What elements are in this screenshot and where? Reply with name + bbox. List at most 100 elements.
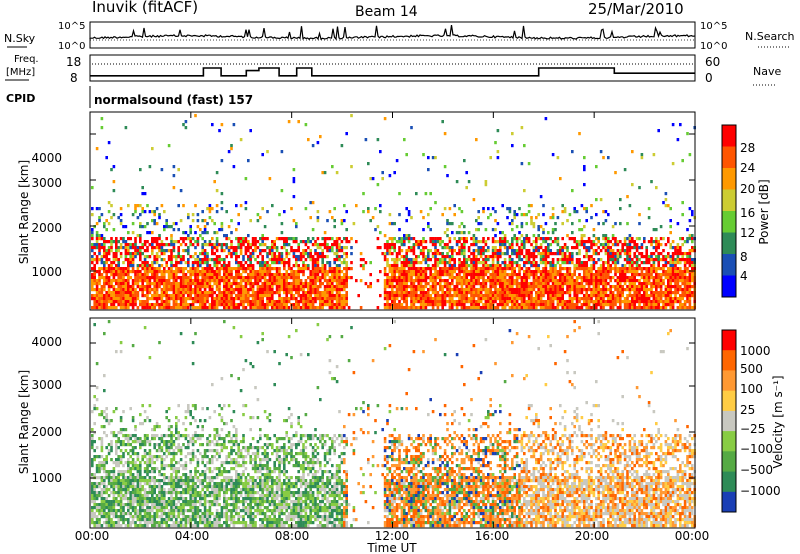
heatmap-cell <box>602 237 605 241</box>
heatmap-cell <box>568 294 572 298</box>
heatmap-cell <box>611 249 615 253</box>
heatmap-cell <box>643 237 646 241</box>
heatmap-cell <box>578 228 581 232</box>
heatmap-cell <box>100 306 104 310</box>
heatmap-cell <box>259 297 262 301</box>
heatmap-cell <box>343 294 346 298</box>
heatmap-cell <box>175 270 178 274</box>
heatmap-cell <box>136 294 140 298</box>
heatmap-cell <box>93 258 96 262</box>
heatmap-cell <box>643 276 646 280</box>
heatmap-cell <box>568 282 572 286</box>
heatmap-cell <box>616 291 620 295</box>
heatmap-cell <box>208 243 212 247</box>
heatmap-cell <box>292 285 296 289</box>
heatmap-cell <box>91 515 94 519</box>
heatmap-cell <box>595 282 598 286</box>
heatmap-cell <box>407 306 411 310</box>
heatmap-cell <box>602 288 605 292</box>
heatmap-cell <box>518 264 521 268</box>
heatmap-cell <box>667 297 670 301</box>
heatmap-cell <box>280 273 284 277</box>
heatmap-cell <box>220 201 224 205</box>
heatmap-cell <box>583 156 586 160</box>
heatmap-cell <box>434 291 437 295</box>
heatmap-cell <box>431 252 435 256</box>
heatmap-cell <box>662 303 665 307</box>
heatmap-cell <box>295 297 298 301</box>
heatmap-cell <box>491 291 495 295</box>
heatmap-cell <box>503 258 507 262</box>
heatmap-cell <box>170 255 173 259</box>
heatmap-cell <box>220 294 224 298</box>
heatmap-cell <box>163 276 166 280</box>
heatmap-cell <box>532 303 536 307</box>
heatmap-cell <box>477 246 480 250</box>
heatmap-cell <box>664 255 668 259</box>
heatmap-cell <box>297 285 300 289</box>
heatmap-cell <box>179 261 183 265</box>
heatmap-cell <box>472 234 476 238</box>
heatmap-cell <box>285 273 288 277</box>
heatmap-cell <box>662 306 665 310</box>
heatmap-cell <box>201 243 204 247</box>
heatmap-cell <box>160 249 164 253</box>
heatmap-cell <box>448 300 452 304</box>
heatmap-cell <box>580 282 584 286</box>
heatmap-cell <box>491 240 495 244</box>
heatmap-cell <box>175 267 178 271</box>
heatmap-cell <box>199 261 202 265</box>
heatmap-cell <box>554 306 557 310</box>
heatmap-cell <box>95 288 99 292</box>
heatmap-cell <box>460 306 464 310</box>
heatmap-cell <box>472 273 476 277</box>
heatmap-cell <box>431 267 435 271</box>
heatmap-cell <box>299 294 303 298</box>
heatmap-cell <box>676 246 680 250</box>
heatmap-cell <box>338 246 341 250</box>
heatmap-cell <box>98 249 101 253</box>
heatmap-cell <box>124 288 128 292</box>
heatmap-cell <box>506 282 509 286</box>
heatmap-cell <box>136 246 140 250</box>
heatmap-cell <box>597 273 600 277</box>
heatmap-cell <box>484 273 488 277</box>
heatmap-cell <box>436 291 440 295</box>
heatmap-cell <box>225 288 228 292</box>
heatmap-cell <box>335 267 339 271</box>
heatmap-cell <box>602 303 605 307</box>
heatmap-cell <box>535 264 538 268</box>
heatmap-cell <box>556 261 560 265</box>
heatmap-cell <box>112 300 116 304</box>
heatmap-cell <box>503 294 507 298</box>
heatmap-cell <box>638 186 641 190</box>
heatmap-cell <box>235 285 238 289</box>
heatmap-cell <box>398 273 401 277</box>
heatmap-cell <box>287 252 291 256</box>
heatmap-cell <box>494 255 497 259</box>
heatmap-cell <box>184 306 188 310</box>
heatmap-cell <box>566 306 569 310</box>
heatmap-cell <box>314 306 317 310</box>
heatmap-cell <box>314 264 317 268</box>
heatmap-cell <box>580 306 584 310</box>
heatmap-cell <box>590 267 593 271</box>
heatmap-cell <box>427 264 430 268</box>
heatmap-cell <box>575 300 579 304</box>
heatmap-cell <box>463 240 466 244</box>
heatmap-cell <box>196 297 200 301</box>
heatmap-cell <box>616 267 620 271</box>
heatmap-cell <box>508 273 512 277</box>
heatmap-cell <box>338 294 341 298</box>
heatmap-cell <box>321 270 324 274</box>
heatmap-cell <box>544 282 548 286</box>
heatmap-cell <box>335 282 339 286</box>
heatmap-cell <box>91 186 94 190</box>
heatmap-cell <box>623 249 627 253</box>
heatmap-cell <box>635 285 639 289</box>
heatmap-cell <box>383 252 387 256</box>
heatmap-cell <box>383 243 387 247</box>
heatmap-cell <box>623 252 627 256</box>
heatmap-cell <box>446 285 449 289</box>
heatmap-cell <box>515 240 519 244</box>
